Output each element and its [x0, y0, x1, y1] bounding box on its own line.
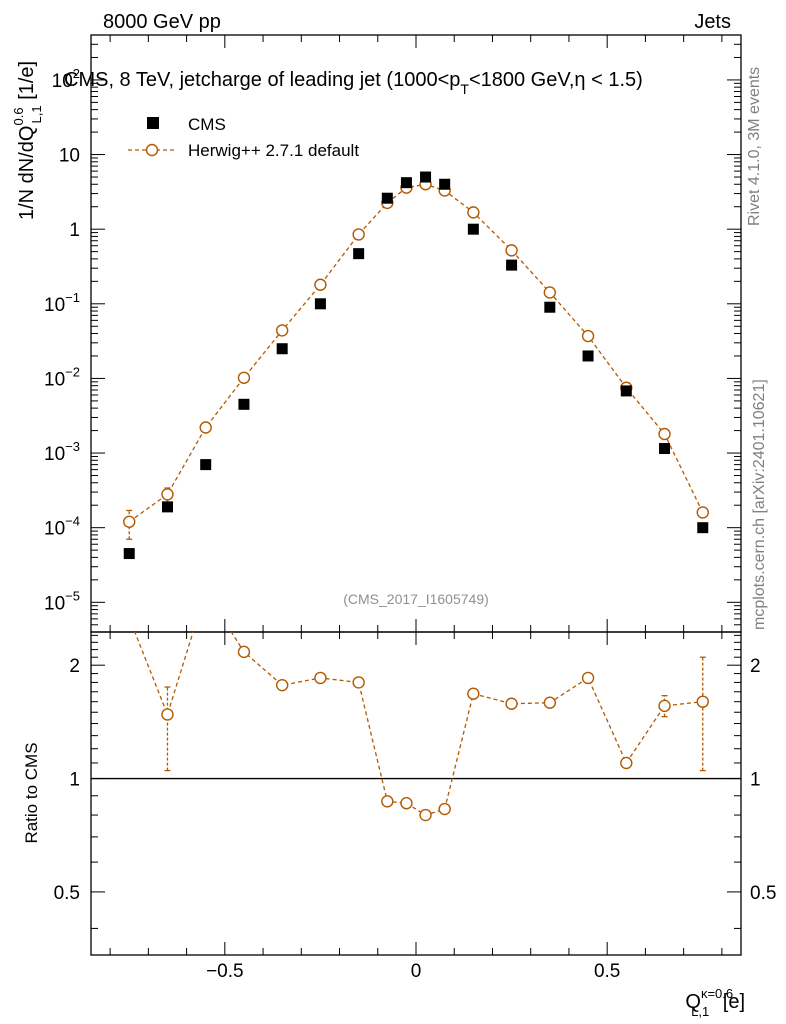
ratio-point	[620, 756, 633, 770]
ratio-mc-error-bars	[164, 656, 706, 772]
main-y-tick-labels: 102 10 1 10−1 10−2 10−3 10−4 10−5	[44, 66, 80, 614]
y-tick-label: 1	[69, 220, 80, 241]
legend-data-label: CMS	[188, 115, 226, 134]
data-point	[467, 223, 479, 235]
ratio-y-tick-label-right: 2	[750, 656, 761, 677]
data-point	[314, 298, 326, 310]
y-tick-label: 10−4	[44, 514, 80, 540]
data-point	[381, 192, 393, 204]
ratio-point	[275, 678, 289, 692]
data-point	[439, 178, 451, 190]
ratio-point	[400, 797, 413, 810]
legend-mc-label: Herwig++ 2.7.1 default	[188, 141, 359, 160]
ratio-y-axis-label: Ratio to CMS	[22, 742, 41, 843]
legend: CMS Herwig++ 2.7.1 default	[128, 115, 359, 160]
mc-point	[467, 206, 480, 219]
data-point	[200, 459, 212, 471]
data-point	[353, 248, 365, 260]
mcplots-label: mcplots.cern.ch [arXiv:2401.10621]	[751, 379, 768, 630]
data-point	[123, 548, 135, 560]
mc-point	[199, 421, 212, 434]
header-right: Jets	[694, 11, 731, 33]
chart-title: CMS, 8 TeV, jetcharge of leading jet (10…	[64, 69, 643, 97]
mc-point	[161, 488, 174, 501]
y-tick-label: 102	[52, 66, 80, 92]
mc-line	[128, 183, 704, 523]
mc-point	[505, 244, 518, 257]
data-point	[697, 522, 709, 534]
ratio-plot-panel: 2 2 1 1 0.5 0.5 −0.5 0 0.5	[54, 631, 777, 982]
y-tick-label: 10−2	[44, 364, 80, 390]
analysis-watermark: (CMS_2017_I1605749)	[343, 591, 489, 607]
x-tick-label: 0.5	[594, 961, 620, 982]
x-tick-labels: −0.5 0 0.5	[206, 961, 620, 982]
ratio-point	[419, 808, 432, 822]
ratio-y-tick-labels: 2 2 1 1 0.5 0.5	[54, 656, 777, 904]
ratio-y-tick-label: 2	[69, 656, 80, 677]
ratio-point	[161, 708, 174, 721]
x-tick-label: 0	[411, 961, 422, 982]
ratio-point	[581, 671, 595, 685]
ratio-point	[438, 802, 451, 816]
y-tick-label: 10−1	[44, 290, 80, 316]
rivet-version-label: Rivet 4.1.0, 3M events	[746, 67, 763, 226]
ratio-point	[314, 671, 327, 685]
ratio-plot-frame	[90, 631, 742, 956]
ratio-point	[696, 695, 709, 708]
mc-error-bars	[126, 487, 706, 540]
mc-point	[581, 329, 595, 343]
mc-point	[237, 371, 251, 384]
legend-data-marker	[147, 117, 159, 129]
data-point	[620, 385, 632, 397]
ratio-point	[505, 697, 518, 710]
mc-point	[314, 278, 327, 291]
data-point	[276, 343, 288, 355]
ratio-point	[237, 645, 251, 659]
mc-point	[275, 324, 289, 337]
y-tick-label: 10	[59, 146, 80, 167]
data-point	[582, 350, 594, 362]
ratio-y-tick-label-right: 1	[750, 770, 761, 791]
mc-series-line	[128, 183, 704, 523]
data-point	[659, 443, 671, 455]
header-left: 8000 GeV pp	[103, 11, 221, 33]
mc-point	[658, 427, 671, 441]
data-point	[238, 398, 250, 410]
data-point	[400, 177, 412, 189]
mc-point	[352, 228, 365, 241]
legend-mc-marker	[145, 143, 159, 157]
ratio-point	[352, 676, 365, 689]
main-plot-panel: 102 10 1 10−1 10−2 10−3 10−4 10−5 (CMS_2017_I16…	[44, 34, 742, 633]
data-series-points	[123, 171, 709, 560]
ratio-point	[543, 696, 557, 709]
mc-series-points	[123, 178, 709, 528]
x-axis-label: Qκ=0.6 L,1 [e]	[685, 986, 745, 1019]
x-tick-label: −0.5	[206, 961, 244, 982]
ratio-y-tick-label-right: 0.5	[750, 883, 776, 904]
y-tick-label: 10−3	[44, 439, 80, 465]
mc-point	[543, 286, 557, 299]
ratio-point	[658, 699, 671, 713]
mc-point	[696, 506, 709, 519]
ratio-y-tick-label: 0.5	[54, 883, 80, 904]
ratio-mc-points	[161, 645, 709, 822]
ratio-point	[467, 687, 480, 700]
data-point	[506, 259, 518, 271]
main-y-axis-label: 1/N dN/dQ0.6 L,1 [1/e]	[11, 61, 44, 220]
mc-point	[123, 515, 136, 528]
data-point	[544, 301, 556, 313]
ratio-point	[381, 795, 394, 808]
main-axis-ticks	[91, 34, 741, 633]
ratio-y-tick-label: 1	[69, 770, 80, 791]
ratio-axis-ticks	[91, 632, 741, 955]
y-tick-label: 10−5	[44, 588, 80, 614]
data-point	[420, 171, 432, 183]
data-point	[161, 501, 173, 513]
